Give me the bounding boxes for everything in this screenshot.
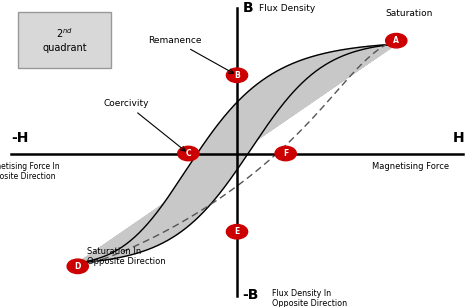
Text: Flux Density: Flux Density [259,4,315,13]
Text: F: F [283,149,288,158]
Text: B: B [243,1,253,15]
Text: 2$^{nd}$
quadrant: 2$^{nd}$ quadrant [42,26,87,53]
Text: Flux Density In
Opposite Direction: Flux Density In Opposite Direction [273,289,347,307]
Polygon shape [78,44,396,263]
Circle shape [275,146,296,161]
Text: -H: -H [11,131,29,145]
Circle shape [227,224,247,239]
Text: H: H [452,131,464,145]
Text: -B: -B [243,288,259,302]
Text: Magnetising Force In
Opposite Direction: Magnetising Force In Opposite Direction [0,162,60,181]
Text: A: A [393,36,399,45]
Circle shape [178,146,199,161]
Text: Magnetising Force: Magnetising Force [372,162,449,171]
Circle shape [386,33,407,48]
Text: Remanence: Remanence [148,36,234,73]
Text: D: D [74,262,81,271]
Text: E: E [234,227,240,236]
Circle shape [67,259,88,274]
Text: Saturation In
Opposite Direction: Saturation In Opposite Direction [87,247,165,266]
Text: B: B [234,71,240,80]
Circle shape [227,68,247,83]
Text: Coercivity: Coercivity [104,99,185,151]
Text: C: C [185,149,191,158]
Text: Saturation: Saturation [386,9,433,18]
FancyBboxPatch shape [18,12,111,68]
